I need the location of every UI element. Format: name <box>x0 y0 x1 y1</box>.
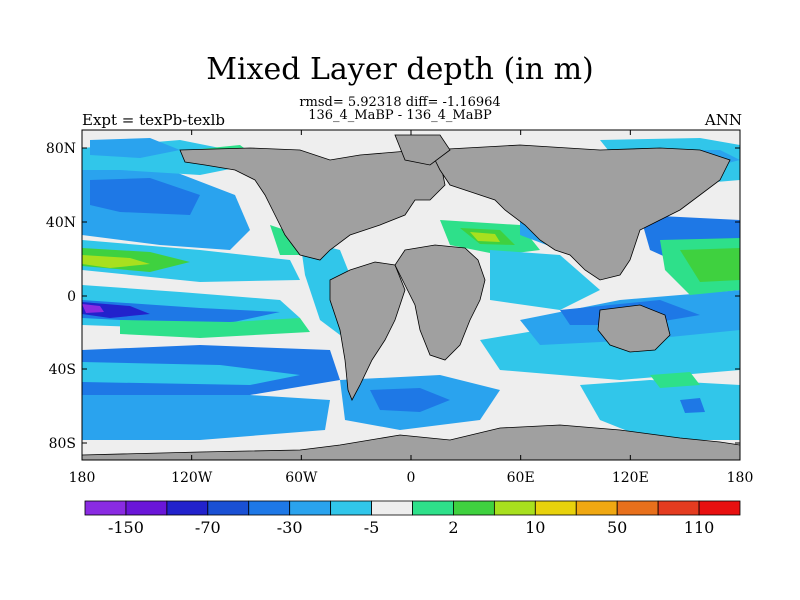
colorbar-label: 110 <box>684 518 715 537</box>
anomaly-region <box>120 318 310 338</box>
antarctica-land <box>82 424 740 460</box>
colorbar-label: -30 <box>277 518 303 537</box>
x-axis-ticks: 180 120W 60W 0 60E 120E 180 <box>69 130 754 486</box>
colorbar-swatch <box>125 500 168 516</box>
anomaly-region <box>490 250 600 310</box>
colorbar-label: -5 <box>364 518 380 537</box>
anomaly-region <box>90 178 200 215</box>
colorbar-label: 10 <box>525 518 545 537</box>
colorbar-swatch <box>534 500 577 516</box>
x-tick-label: 0 <box>407 470 416 486</box>
colorbar-swatch <box>698 500 741 516</box>
colorbar-label: 50 <box>607 518 627 537</box>
y-axis-ticks: 80N 40N 0 40S 80S <box>46 141 740 452</box>
greenland-land <box>394 134 451 166</box>
stats-header: rmsd= 5.92318 diff= -1.16964 136_4_MaBP … <box>0 96 800 122</box>
x-tick-label: 180 <box>727 470 754 486</box>
anomaly-region <box>82 240 300 282</box>
x-tick-label: 60W <box>285 470 318 486</box>
anomaly-region <box>470 232 500 242</box>
colorbar-labels: -150 -70 -30 -5 2 10 50 110 <box>108 518 714 537</box>
north-america-land <box>179 147 446 261</box>
map-title: Mixed Layer depth (in m) <box>206 52 594 87</box>
colorbar-swatch <box>657 500 700 516</box>
stats-rmsd-diff: rmsd= 5.92318 diff= -1.16964 <box>299 95 501 110</box>
colorbar-label: -70 <box>195 518 221 537</box>
anomaly-region <box>370 388 450 412</box>
anomaly-region <box>580 380 740 440</box>
anomaly-region <box>82 255 150 268</box>
anomaly-region <box>650 372 700 388</box>
experiment-label: Expt = texPb-texlb <box>82 111 226 129</box>
stats-experiment-pair: 136_4_MaBP - 136_4_MaBP <box>308 108 492 123</box>
colorbar-swatch <box>493 500 536 516</box>
colorbar-swatch <box>453 500 495 516</box>
anomaly-region <box>82 395 330 440</box>
anomaly-region <box>680 398 705 413</box>
x-tick-label: 120W <box>171 470 213 486</box>
colorbar-label: 2 <box>448 518 458 537</box>
x-tick-label: 180 <box>69 470 96 486</box>
colorbar-swatch <box>616 500 659 516</box>
colorbar-swatch <box>371 500 413 516</box>
colorbar-swatch <box>166 500 209 516</box>
x-tick-label: 120E <box>612 470 649 486</box>
africa-land <box>394 244 486 361</box>
season-label: ANN <box>704 111 742 129</box>
anomaly-region <box>82 304 104 313</box>
colorbar-swatch <box>412 500 454 516</box>
x-tick-label: 60E <box>507 470 535 486</box>
colorbar-swatch <box>207 500 250 516</box>
colorbar-label: -150 <box>108 518 144 537</box>
anomaly-region <box>90 138 180 158</box>
australia-land <box>597 304 671 353</box>
anomaly-region <box>680 248 740 282</box>
colorbar <box>84 500 741 516</box>
y-tick-label: 80N <box>46 141 76 157</box>
anomaly-region <box>82 362 300 385</box>
colorbar-swatch <box>575 500 618 516</box>
y-tick-label: 80S <box>49 436 76 452</box>
colorbar-swatch <box>330 500 372 516</box>
y-tick-label: 0 <box>67 289 76 305</box>
land-masses <box>82 134 740 460</box>
map-field <box>82 130 740 460</box>
y-tick-label: 40S <box>49 362 76 378</box>
anomaly-region <box>82 300 280 325</box>
eurasia-land <box>429 144 731 281</box>
colorbar-swatch <box>289 500 332 516</box>
colorbar-swatch <box>84 500 127 516</box>
y-tick-label: 40N <box>46 215 76 231</box>
south-america-land <box>329 261 406 401</box>
colorbar-swatch <box>248 500 291 516</box>
